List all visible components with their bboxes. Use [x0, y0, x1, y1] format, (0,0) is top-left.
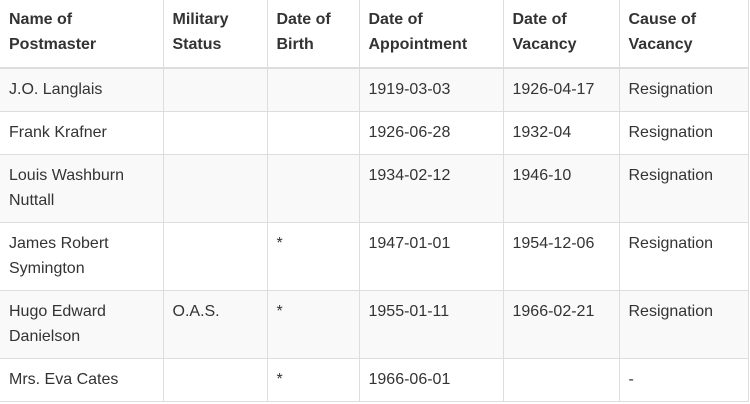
table-cell: Resignation [618, 111, 749, 155]
table-cell: - [618, 358, 749, 402]
table-cell [162, 111, 268, 155]
table-body: J.O. Langlais 1919-03-03 1926-04-17 Resigna… [0, 67, 749, 402]
column-header: Date of Birth [266, 0, 360, 69]
table-cell: O.A.S. [162, 290, 268, 359]
table-cell: * [266, 358, 360, 402]
table-cell [266, 111, 360, 155]
table-cell: 1919-03-03 [358, 67, 504, 112]
table-cell: * [266, 290, 360, 359]
table-cell: * [266, 222, 360, 291]
table-row: Mrs. Eva Cates * 1966-06-01 - [0, 358, 749, 402]
column-header: Name of Postmaster [0, 0, 164, 69]
column-header: Date of Vacancy [502, 0, 620, 69]
table-cell: 1955-01-11 [358, 290, 504, 359]
table-cell: Mrs. Eva Cates [0, 358, 164, 402]
table-cell: 1926-04-17 [502, 67, 620, 112]
column-header: Military Status [162, 0, 268, 69]
table-cell: 1947-01-01 [358, 222, 504, 291]
table-cell [502, 358, 620, 402]
table-cell [162, 358, 268, 402]
column-header: Cause of Vacancy [618, 0, 749, 69]
table-cell: James Robert Symington [0, 222, 164, 291]
table-cell: Louis Washburn Nuttall [0, 154, 164, 223]
table-cell [162, 67, 268, 112]
table-cell [266, 67, 360, 112]
table-cell: Hugo Edward Danielson [0, 290, 164, 359]
table-row: J.O. Langlais 1919-03-03 1926-04-17 Resigna… [0, 67, 749, 112]
table-row: James Robert Symington * 1947-01-01 1954-12… [0, 222, 749, 291]
table-cell [266, 154, 360, 223]
table-cell [162, 154, 268, 223]
table-cell: 1932-04 [502, 111, 620, 155]
table-cell [162, 222, 268, 291]
table-cell: Resignation [618, 154, 749, 223]
table-cell: 1954-12-06 [502, 222, 620, 291]
table-row: Hugo Edward Danielson O.A.S. * 1955-01-11 19… [0, 290, 749, 359]
table-cell: 1966-06-01 [358, 358, 504, 402]
column-header: Date of Appointment [358, 0, 504, 69]
table-cell: Resignation [618, 290, 749, 359]
table-row: Louis Washburn Nuttall 1934-02-12 1946-10 R… [0, 154, 749, 223]
table-cell: J.O. Langlais [0, 67, 164, 112]
table-cell: Resignation [618, 222, 749, 291]
table-cell: 1926-06-28 [358, 111, 504, 155]
table-cell: Resignation [618, 67, 749, 112]
table-cell: 1966-02-21 [502, 290, 620, 359]
table-header: Name of Postmaster Military Status Date of… [0, 0, 749, 69]
header-row: Name of Postmaster Military Status Date of… [0, 0, 749, 69]
table-cell: 1946-10 [502, 154, 620, 223]
table-cell: Frank Krafner [0, 111, 164, 155]
table-row: Frank Krafner 1926-06-28 1932-04 Resignatio… [0, 111, 749, 155]
table-cell: 1934-02-12 [358, 154, 504, 223]
